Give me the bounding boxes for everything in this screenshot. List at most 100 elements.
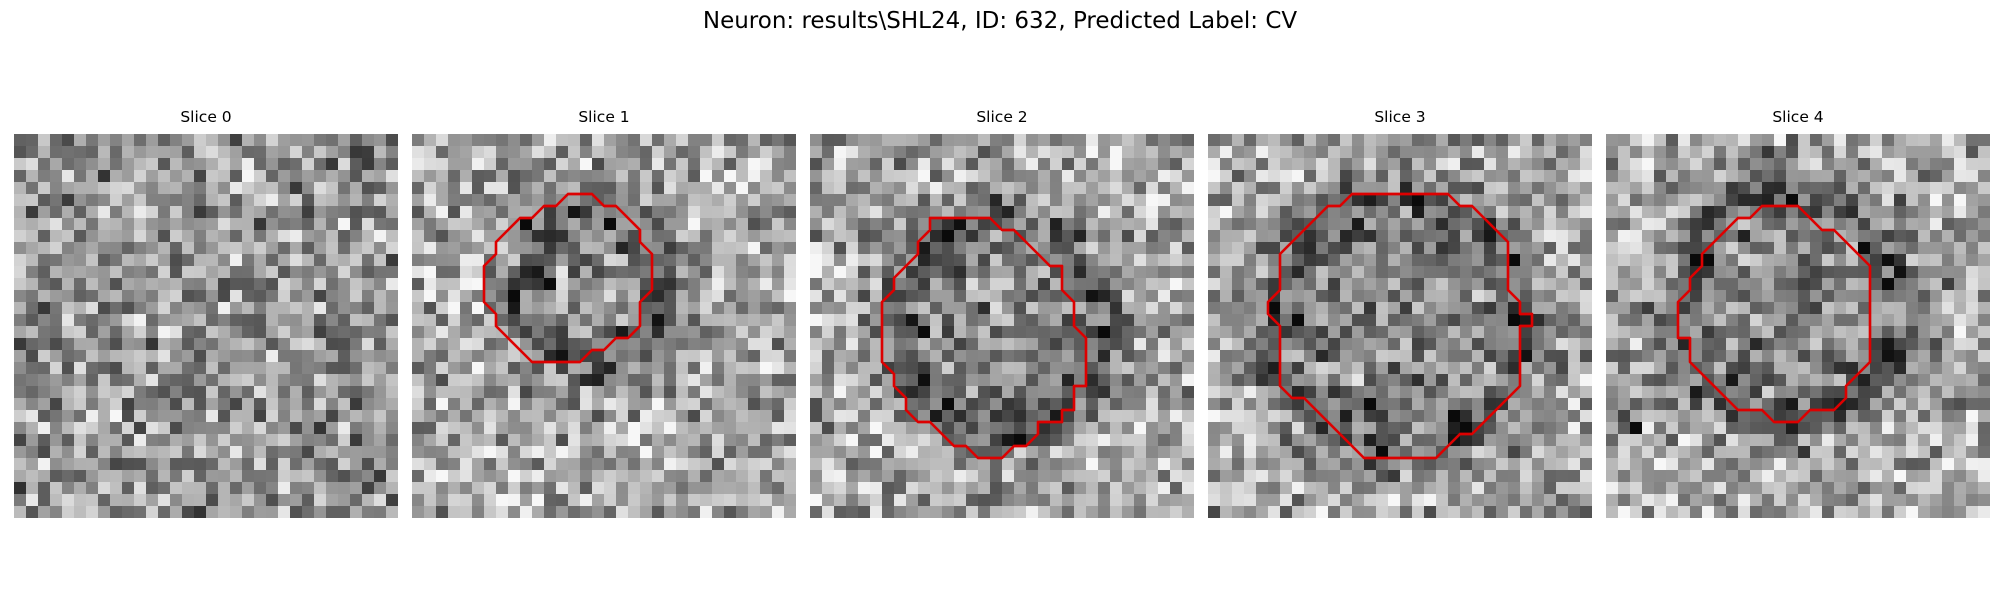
pixel-cell: [314, 506, 327, 518]
pixel-cell: [1556, 302, 1569, 315]
pixel-cell: [1858, 242, 1871, 255]
pixel-cell: [1798, 302, 1811, 315]
pixel-cell: [1328, 242, 1341, 255]
pixel-cell: [1220, 134, 1233, 147]
pixel-cell: [146, 410, 159, 423]
pixel-cell: [1906, 158, 1919, 171]
pixel-cell: [894, 350, 907, 363]
pixel-cell: [906, 350, 919, 363]
pixel-cell: [1182, 134, 1194, 147]
pixel-cell: [424, 326, 437, 339]
pixel-cell: [1256, 458, 1269, 471]
pixel-cell: [110, 146, 123, 159]
pixel-cell: [122, 446, 135, 459]
pixel-cell: [592, 434, 605, 447]
pixel-cell: [1062, 350, 1075, 363]
pixel-cell: [1834, 266, 1847, 279]
pixel-cell: [1978, 242, 1990, 255]
pixel-cell: [38, 350, 51, 363]
pixel-cell: [1702, 134, 1715, 147]
pixel-cell: [254, 410, 267, 423]
pixel-cell: [218, 242, 231, 255]
pixel-cell: [1086, 278, 1099, 291]
pixel-cell: [386, 362, 398, 375]
pixel-cell: [1702, 398, 1715, 411]
pixel-cell: [26, 266, 39, 279]
pixel-cell: [1978, 302, 1990, 315]
pixel-cell: [278, 398, 291, 411]
pixel-cell: [640, 254, 653, 267]
pixel-cell: [122, 338, 135, 351]
pixel-cell: [1630, 422, 1643, 435]
pixel-cell: [1146, 146, 1159, 159]
pixel-cell: [1352, 194, 1365, 207]
pixel-cell: [652, 242, 665, 255]
pixel-cell: [1618, 386, 1631, 399]
pixel-cell: [1798, 254, 1811, 267]
pixel-cell: [1256, 446, 1269, 459]
pixel-cell: [1014, 410, 1027, 423]
pixel-cell: [592, 362, 605, 375]
pixel-cell: [1110, 494, 1123, 507]
pixel-cell: [460, 302, 473, 315]
pixel-cell: [1134, 278, 1147, 291]
pixel-cell: [858, 170, 871, 183]
pixel-cell: [1702, 290, 1715, 303]
pixel-cell: [628, 266, 641, 279]
pixel-cell: [1520, 254, 1533, 267]
pixel-cell: [580, 218, 593, 231]
pixel-cell: [386, 374, 398, 387]
pixel-cell: [1556, 194, 1569, 207]
pixel-cell: [990, 290, 1003, 303]
pixel-cell: [1580, 134, 1592, 147]
pixel-cell: [1786, 362, 1799, 375]
pixel-cell: [1774, 302, 1787, 315]
pixel-cell: [930, 482, 943, 495]
pixel-cell: [350, 302, 363, 315]
pixel-cell: [1678, 374, 1691, 387]
pixel-cell: [1244, 194, 1257, 207]
pixel-cell: [1894, 230, 1907, 243]
pixel-cell: [1532, 206, 1545, 219]
pixel-cell: [1894, 254, 1907, 267]
pixel-cell: [1220, 230, 1233, 243]
pixel-cell: [62, 374, 75, 387]
pixel-cell: [1412, 434, 1425, 447]
pixel-cell: [1532, 290, 1545, 303]
pixel-cell: [1544, 434, 1557, 447]
pixel-cell: [472, 278, 485, 291]
pixel-cell: [1220, 398, 1233, 411]
pixel-cell: [1556, 350, 1569, 363]
pixel-cell: [834, 242, 847, 255]
pixel-cell: [810, 254, 823, 267]
pixel-cell: [1942, 194, 1955, 207]
pixel-cell: [1436, 506, 1449, 518]
pixel-cell: [158, 302, 171, 315]
pixel-cell: [302, 278, 315, 291]
pixel-cell: [1882, 182, 1895, 195]
pixel-cell: [1942, 386, 1955, 399]
pixel-cell: [194, 242, 207, 255]
pixel-cell: [1244, 506, 1257, 518]
pixel-cell: [1424, 194, 1437, 207]
pixel-cell: [1316, 326, 1329, 339]
pixel-cell: [1484, 446, 1497, 459]
pixel-cell: [1038, 494, 1051, 507]
pixel-cell: [1532, 422, 1545, 435]
pixel-cell: [170, 230, 183, 243]
pixel-cell: [1364, 134, 1377, 147]
pixel-cell: [1870, 266, 1883, 279]
pixel-cell: [1002, 230, 1015, 243]
pixel-cell: [1654, 386, 1667, 399]
pixel-cell: [266, 410, 279, 423]
pixel-cell: [1002, 302, 1015, 315]
pixel-cell: [640, 218, 653, 231]
pixel-cell: [990, 470, 1003, 483]
pixel-cell: [1232, 230, 1245, 243]
pixel-cell: [978, 386, 991, 399]
pixel-cell: [1822, 362, 1835, 375]
pixel-cell: [1232, 458, 1245, 471]
pixel-cell: [1508, 482, 1521, 495]
pixel-cell: [1870, 350, 1883, 363]
pixel-cell: [38, 398, 51, 411]
